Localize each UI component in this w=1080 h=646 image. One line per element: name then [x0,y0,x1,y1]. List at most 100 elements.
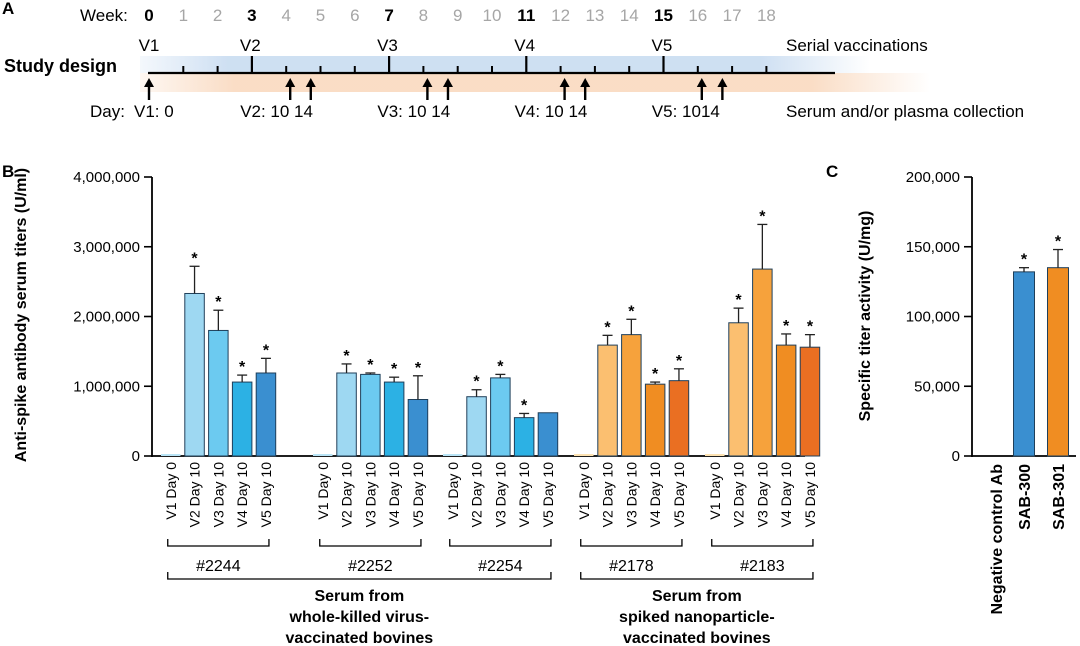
week-numbers: 0 1 2 3 4 5 6 7 8 9 10 11 12 13 14 15 16 17 18 [144,6,776,25]
collection-arrow-head [422,78,433,87]
collection-day-label: V2: 10 14 [240,102,313,121]
panel-b-y-tick-label: 4,000,000 [73,169,140,186]
panel-b-bar [644,383,666,457]
panel-c-y-tick-label: 100,000 [906,309,960,326]
panel-b: B Anti-spike antibody serum titers (U/ml… [2,162,821,646]
week-number: 18 [757,6,776,25]
collection-arrow-head [144,78,154,87]
week-number: 11 [517,6,535,25]
collection-arrow-head [285,78,296,87]
panel-c-bars: ** [1013,234,1069,457]
panel-b-bar [208,329,229,457]
panel-b-category-label: V1 Day 0 [163,462,179,520]
panel-b-group-bracket [580,539,683,547]
panel-b-bar [799,346,821,457]
week-number: 5 [316,6,325,25]
panel-b-category-label: V5 Day 10 [410,462,426,528]
panel-b-significance-mark: * [604,319,611,336]
week-number: 6 [350,6,359,25]
week-number: 17 [723,6,742,25]
panel-b-group-label: #2178 [609,558,654,575]
panel-b-category-label: V2 Day 10 [469,462,485,528]
panel-b-significance-mark: * [676,353,683,370]
panel-b-category-label: V1 Day 0 [576,462,592,520]
panel-b-family-label: vaccinated bovines [623,630,771,646]
panel-b-family-bracket [580,572,814,580]
panel-b-significance-mark: * [735,292,742,309]
panel-b-category-label: V2 Day 10 [731,462,747,528]
panel-b-bar [752,268,773,457]
panel-b-bar [668,380,690,457]
panel-b-significance-mark: * [263,342,270,359]
panel-b-significance-mark: * [473,374,480,391]
panel-c-axes: 0 50,000 100,000 150,000 200,000 [906,169,1076,465]
panel-b-group-bracket [449,539,552,547]
panel-b-bar [255,372,277,457]
panel-b-category-label: V2 Day 10 [187,462,203,528]
panel-b-category-label: V3 Day 10 [210,462,226,528]
collection-day-label: V3: 10 14 [377,102,450,121]
collection-arrow-head [696,78,707,87]
collection-label: Serum and/or plasma collection [786,102,1024,121]
vaccination-markers: V1 V2 V3 V4 V5 [139,36,672,73]
panel-b-group-bracket [319,539,422,547]
panel-b-category-label: V3 Day 10 [362,462,378,528]
vaccination-label: V1 [139,36,160,55]
panel-c-category-label: SAB-300 [1017,464,1034,530]
panel-b-category-label: V1 Day 0 [445,462,461,520]
panel-b-bar [231,381,253,457]
collection-day-label: V1: 0 [134,102,174,121]
panel-b-y-axis-label: Anti-spike antibody serum titers (U/ml) [13,168,30,462]
panel-b-significance-mark: * [191,250,198,267]
week-number: 7 [384,6,393,25]
panel-b-bars: * * * * * * * * * * * * * * * * * * * [161,208,821,457]
panel-b-category-label: V4 Day 10 [647,462,663,528]
panel-b-bar [383,381,405,457]
panel-c-category-label: SAB-301 [1051,464,1068,530]
panel-b-family-bracket [167,572,552,580]
panel-a: A Week: 0 1 2 3 4 5 6 7 8 9 10 11 12 13 14 15 16 17 18 V1 V… [2,0,1024,121]
panel-b-letter: B [2,162,14,181]
panel-b-bar [184,292,205,457]
timeline-ticks [182,66,768,73]
collection-arrow-head [442,78,453,87]
panel-c-category-labels: Negative control Ab SAB-300 SAB-301 [989,464,1068,615]
panel-b-significance-mark: * [652,366,659,383]
panel-c-significance-mark: * [1021,252,1028,269]
panel-b-family-label: whole-killed virus- [289,609,430,626]
panel-b-group-label: #2252 [348,558,393,575]
panel-b-category-label: V1 Day 0 [707,462,723,520]
panel-b-bar [490,377,511,457]
panel-c-category-label: Negative control Ab [989,464,1006,615]
panel-b-y-tick-label: 2,000,000 [73,309,140,326]
panel-b-category-label: V5 Day 10 [671,462,687,528]
panel-b-family-label: Serum from [652,588,742,605]
panel-b-category-label: V3 Day 10 [623,462,639,528]
panel-b-category-label: V5 Day 10 [540,462,556,528]
panel-b-category-label: V2 Day 10 [339,462,355,528]
timeline-orange-band [140,73,930,92]
panel-b-axes: 0 1,000,000 2,000,000 3,000,000 4,000,000 [73,169,805,465]
panel-b-bar [537,412,559,457]
panel-b-bar [407,399,429,457]
week-number: 12 [551,6,570,25]
panel-b-significance-mark: * [367,357,374,374]
panel-b-significance-mark: * [807,319,814,336]
panel-b-significance-mark: * [239,359,246,376]
week-number: 16 [688,6,707,25]
panel-c-y-tick-label: 0 [952,448,960,465]
week-number: 2 [213,6,222,25]
panel-c-y-tick-label: 50,000 [914,378,960,395]
panel-b-category-label: V1 Day 0 [315,462,331,520]
panel-b-family-label: Serum from [314,588,404,605]
panel-b-category-label: V4 Day 10 [234,462,250,528]
panel-c-y-tick-label: 200,000 [906,169,960,186]
panel-b-significance-mark: * [628,303,635,320]
panel-b-significance-mark: * [391,361,398,378]
vaccination-label: V3 [377,36,398,55]
collection-day-label: V5: 1014 [652,102,720,121]
collection-arrows [144,78,728,100]
panel-b-bar [728,322,749,457]
panel-b-bar [336,372,357,457]
